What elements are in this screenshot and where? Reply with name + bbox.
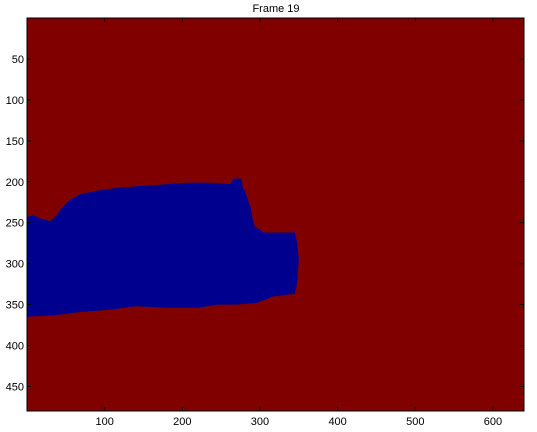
x-tick-label: 100: [95, 416, 113, 428]
chart-title: Frame 19: [252, 3, 299, 15]
y-tick-label: 300: [6, 259, 24, 271]
y-tick-label: 100: [6, 95, 24, 107]
x-tick-label: 600: [484, 416, 502, 428]
y-tick-label: 50: [12, 54, 24, 66]
x-tick-label: 500: [406, 416, 424, 428]
y-tick-label: 400: [6, 341, 24, 353]
y-tick-label: 200: [6, 177, 24, 189]
x-tick-label: 400: [328, 416, 346, 428]
y-tick-label: 250: [6, 218, 24, 230]
y-tick-label: 350: [6, 300, 24, 312]
image-layer: [27, 18, 524, 411]
y-tick-label: 450: [6, 381, 24, 393]
x-tick-label: 300: [251, 416, 269, 428]
y-tick-label: 150: [6, 136, 24, 148]
x-tick-label: 200: [173, 416, 191, 428]
